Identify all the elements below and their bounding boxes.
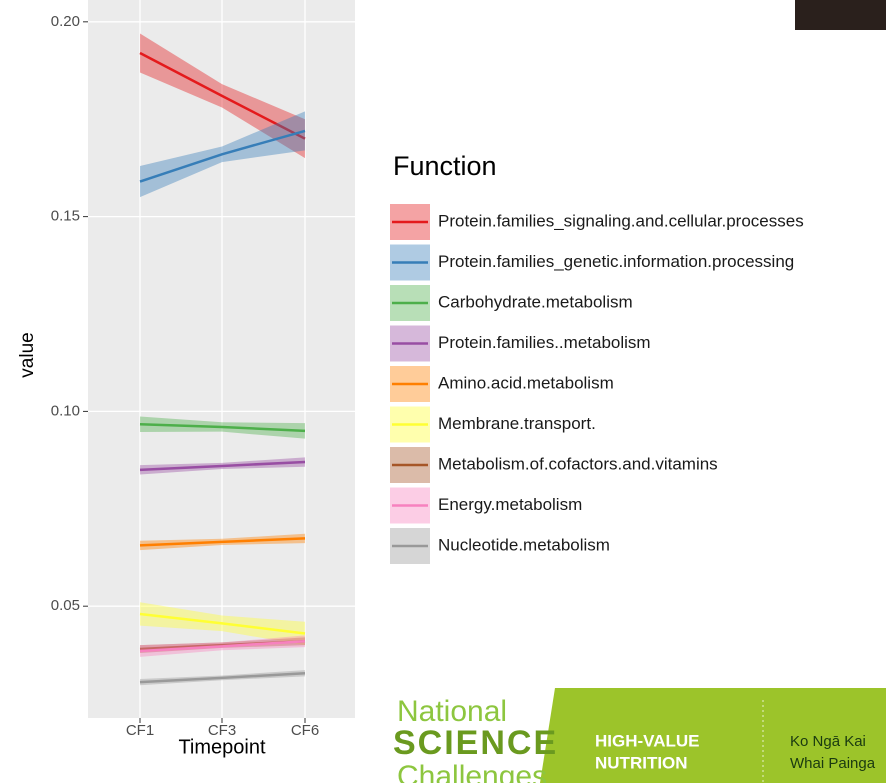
y-tick-label: 0.10 [51, 402, 80, 419]
legend-label: Nucleotide.metabolism [438, 535, 610, 554]
x-tick-label: CF3 [208, 722, 236, 739]
banner-line: NUTRITION [595, 753, 688, 772]
logo-top: National [397, 695, 507, 728]
x-tick-label: CF1 [126, 722, 154, 739]
footer: National SCIENCE Challenges HIGH-VALUE N… [393, 688, 886, 783]
slide: value Timepoint Function National SCIENC… [0, 0, 886, 783]
legend-label: Metabolism.of.cofactors.and.vitamins [438, 454, 718, 473]
logo-bottom: Challenges [397, 760, 547, 783]
x-axis-label: Timepoint [178, 736, 266, 758]
legend-label: Membrane.transport. [438, 414, 596, 433]
logo-main: SCIENCE [393, 724, 558, 762]
legend-label: Amino.acid.metabolism [438, 373, 614, 392]
legend-label: Energy.metabolism [438, 495, 582, 514]
legend-title: Function [393, 151, 497, 181]
maori-line: Ko Ngā Kai [790, 733, 866, 750]
banner-line: HIGH-VALUE [595, 731, 700, 750]
speaker-photo [795, 0, 886, 30]
y-tick-label: 0.20 [51, 13, 80, 30]
y-tick-label: 0.05 [51, 597, 80, 614]
legend-label: Protein.families_signaling.and.cellular.… [438, 211, 804, 230]
maori-line: Whai Painga [790, 755, 876, 772]
legend-label: Carbohydrate.metabolism [438, 292, 633, 311]
x-tick-label: CF6 [291, 722, 319, 739]
legend-label: Protein.families_genetic.information.pro… [438, 252, 794, 271]
y-axis-label: value [17, 332, 38, 377]
legend-label: Protein.families..metabolism [438, 333, 651, 352]
y-tick-label: 0.15 [51, 208, 80, 225]
